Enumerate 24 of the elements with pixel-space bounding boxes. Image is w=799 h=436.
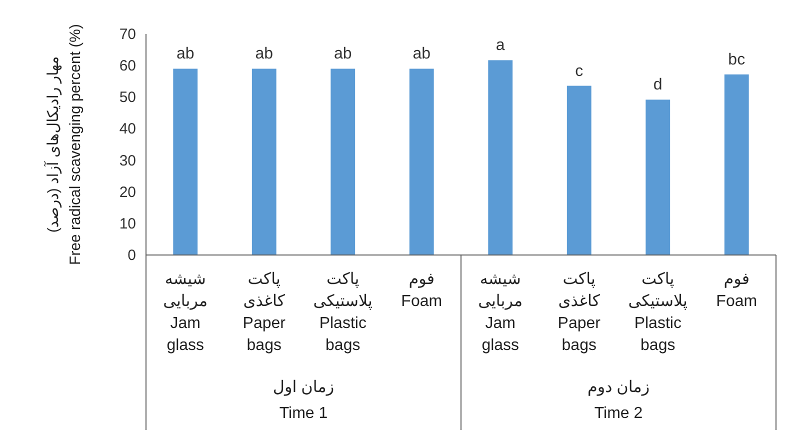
bar bbox=[646, 100, 670, 255]
data-label: ab bbox=[412, 46, 431, 63]
bar bbox=[488, 60, 513, 255]
bar bbox=[566, 86, 592, 255]
y-tick-label: 60 bbox=[119, 58, 136, 75]
data-label: ab bbox=[176, 46, 194, 63]
data-label: a bbox=[496, 37, 505, 54]
y-tick-label: 50 bbox=[119, 89, 136, 106]
bar bbox=[173, 68, 198, 255]
y-tick-label: 20 bbox=[119, 184, 136, 201]
data-label: bc bbox=[728, 51, 746, 68]
bar bbox=[330, 68, 356, 255]
bar bbox=[252, 68, 276, 255]
bar bbox=[724, 74, 749, 255]
data-label: c bbox=[575, 62, 584, 80]
y-tick-label: 30 bbox=[119, 152, 136, 170]
data-label: ab bbox=[334, 46, 352, 63]
y-tick-label: 10 bbox=[119, 215, 136, 232]
y-tick-label: 0 bbox=[128, 247, 136, 264]
data-label: ab bbox=[255, 46, 274, 63]
bar bbox=[409, 68, 434, 255]
y-tick-label: 40 bbox=[119, 120, 136, 138]
y-tick-label: 70 bbox=[119, 26, 136, 43]
data-label: d bbox=[653, 76, 662, 94]
